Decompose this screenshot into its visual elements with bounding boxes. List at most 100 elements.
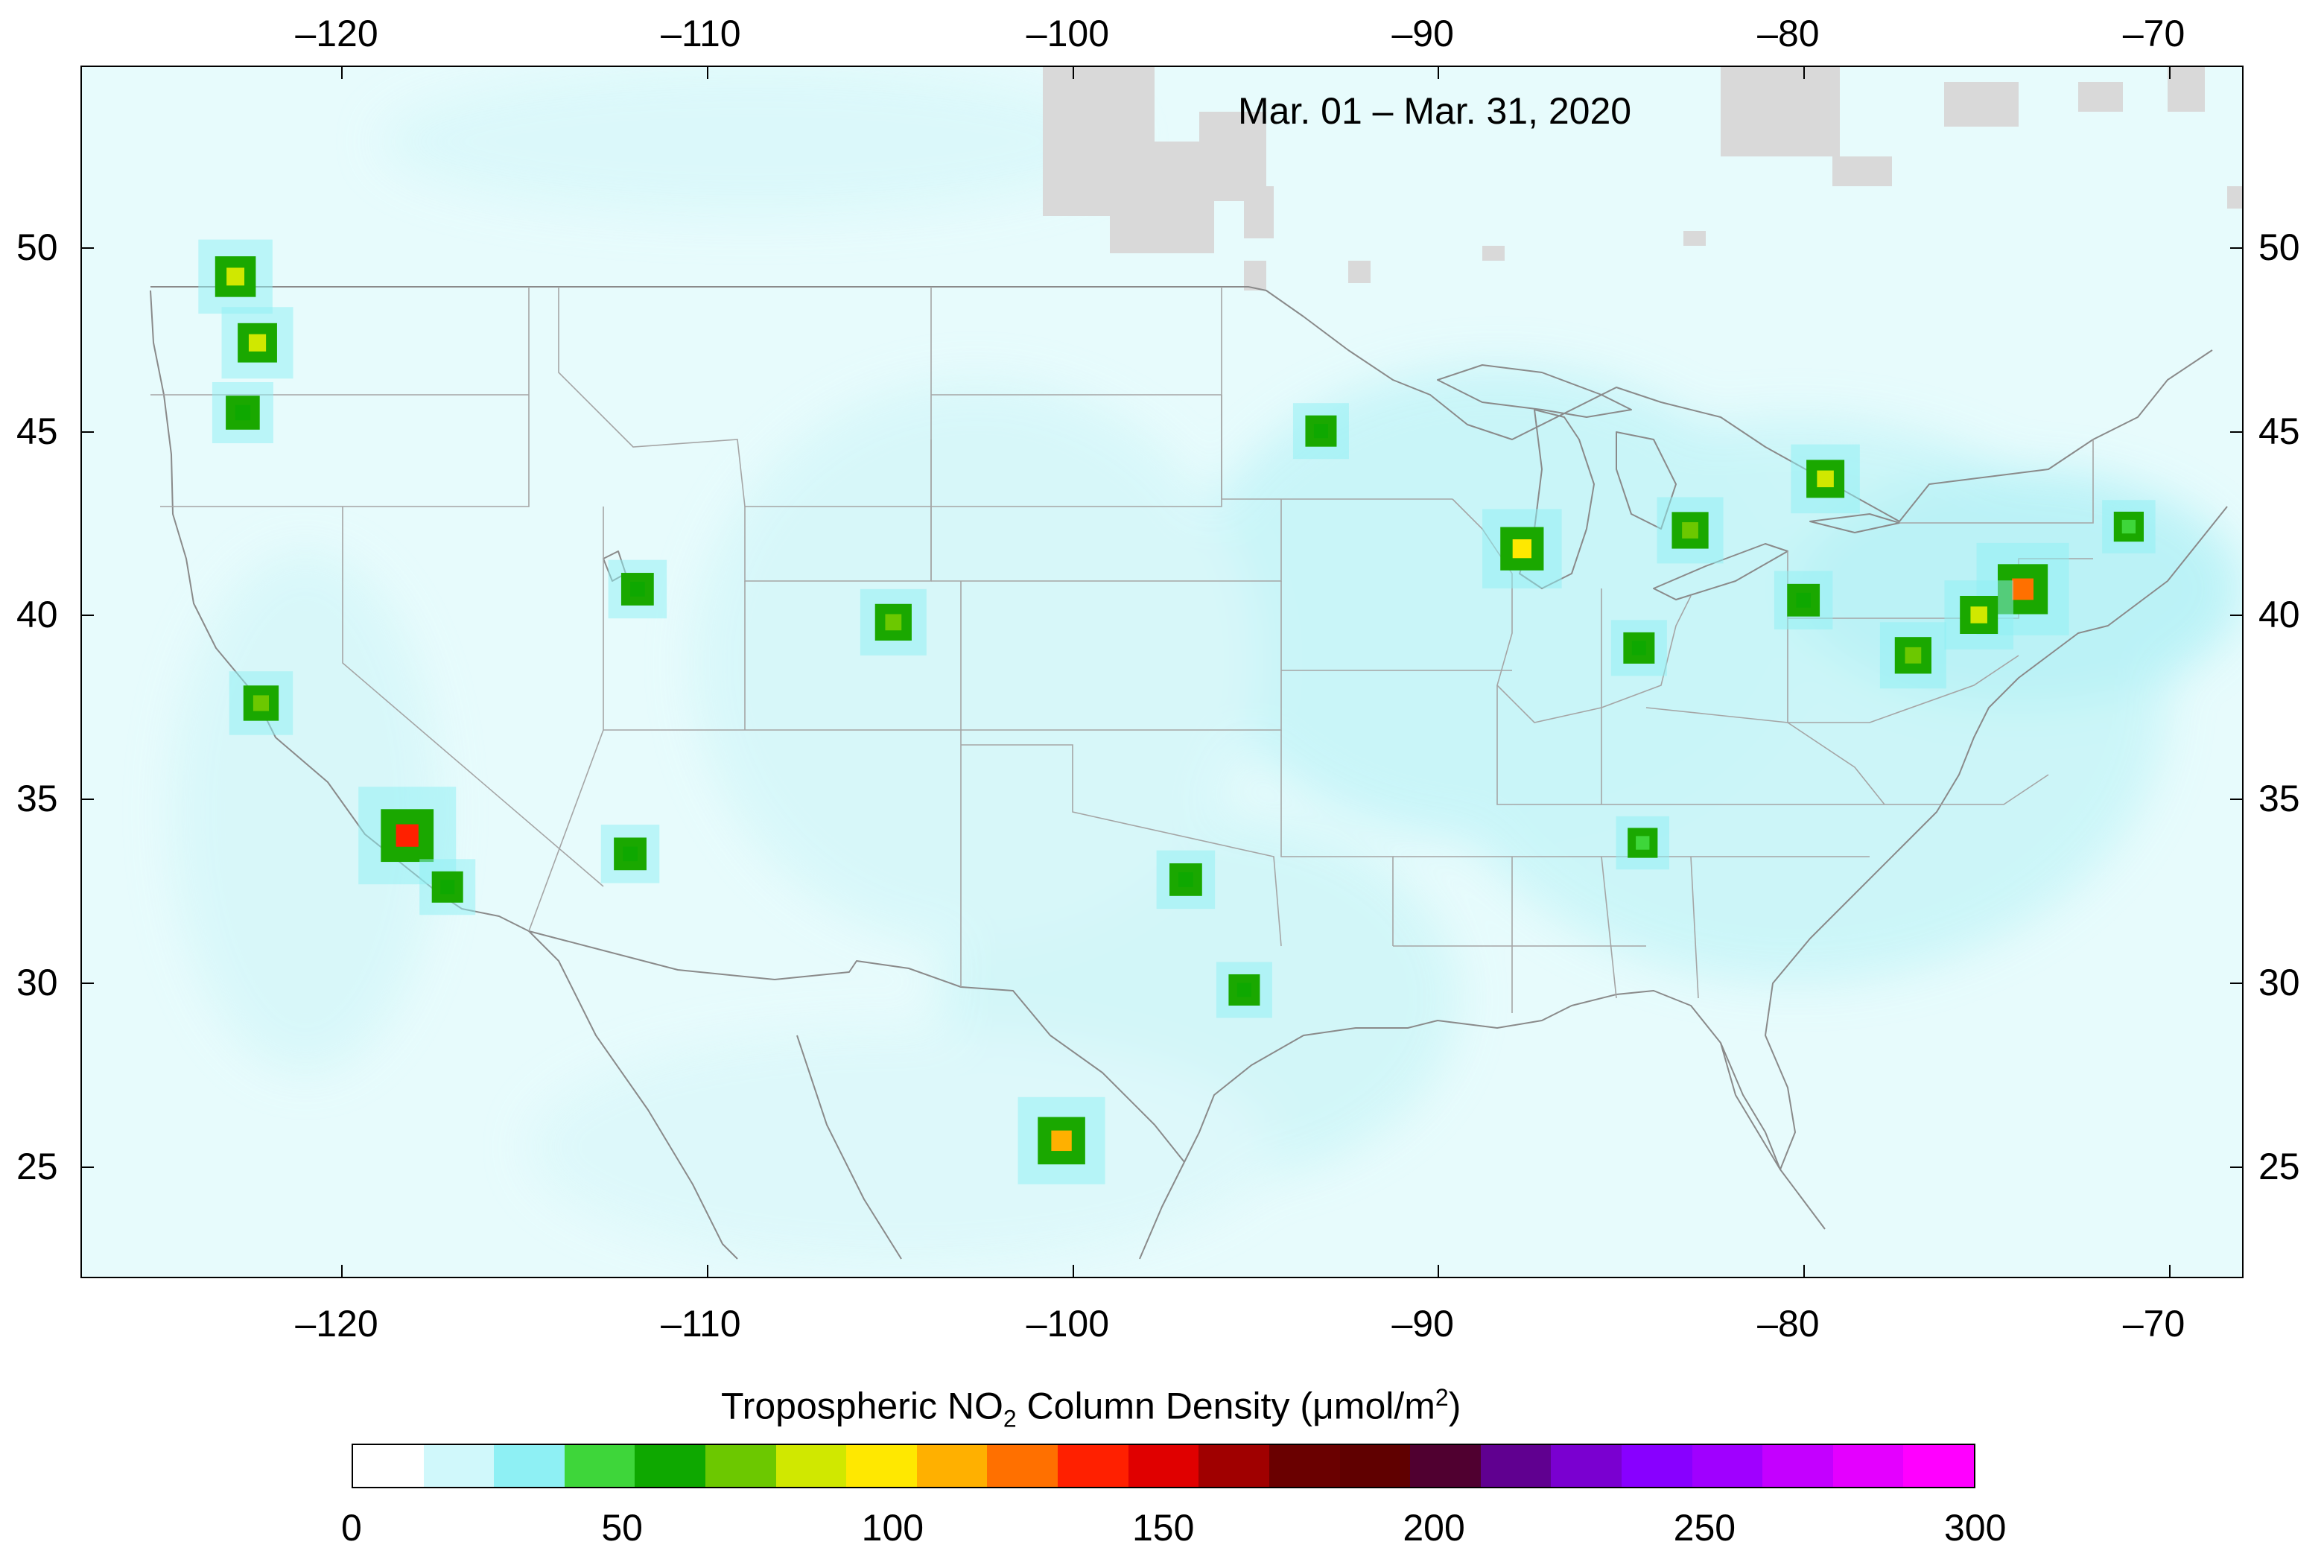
colorbar-segment — [1692, 1445, 1763, 1487]
lat-tick-mark-left — [80, 431, 94, 433]
colorbar-segment — [1551, 1445, 1622, 1487]
hotspot-vancouver — [198, 239, 273, 314]
lat-tick-label-right: 35 — [2258, 778, 2300, 820]
gulf-coast — [1184, 990, 1781, 1170]
hotspot-denver — [860, 588, 927, 656]
missing-data-patch — [2078, 82, 2123, 112]
lon-tick-mark-top — [1072, 66, 1074, 79]
period-label: Mar. 01 – Mar. 31, 2020 — [1238, 90, 1632, 132]
lat-tick-mark-right — [2230, 247, 2244, 249]
lon-tick-label-bottom: –80 — [1757, 1303, 1820, 1345]
lake-superior — [1437, 364, 1632, 418]
lat-tick-label-left: 45 — [16, 410, 58, 452]
lat-tick-mark-left — [80, 983, 94, 985]
missing-data-patch — [1348, 261, 1371, 283]
hotspot-pittsburgh — [1774, 571, 1833, 629]
colorbar-segment — [1058, 1445, 1128, 1487]
missing-data-patch — [1721, 67, 1840, 156]
state-line — [1645, 707, 1885, 805]
hotspot-houston — [1216, 962, 1272, 1018]
missing-data-patch — [1110, 142, 1214, 253]
lat-tick-mark-left — [80, 247, 94, 249]
hotspot-salt-lake-city — [608, 559, 667, 619]
lat-tick-mark-right — [2230, 615, 2244, 617]
hotspot-core — [630, 582, 645, 597]
lat-tick-label-right: 40 — [2258, 594, 2300, 636]
us-canada-border — [150, 286, 2213, 522]
colorbar-title-mid: Column Density (μmol/m — [1016, 1385, 1435, 1427]
state-line — [961, 744, 1282, 947]
lon-tick-label-bottom: –100 — [1026, 1303, 1109, 1345]
colorbar-title-sup: 2 — [1435, 1384, 1449, 1411]
hotspot-core — [248, 334, 267, 352]
hotspot-core — [396, 824, 419, 847]
hotspot-core — [2121, 519, 2136, 534]
lon-tick-mark-top — [341, 66, 343, 79]
hotspot-atlanta — [1616, 816, 1670, 870]
hotspot-core — [623, 846, 638, 862]
colorbar-segment — [987, 1445, 1058, 1487]
colorbar-segment — [1903, 1445, 1975, 1487]
lat-tick-mark-right — [2230, 983, 2244, 985]
hotspot-core — [1051, 1130, 1072, 1152]
lon-tick-mark-bottom — [707, 1265, 709, 1278]
missing-data-patch — [1482, 246, 1505, 261]
lat-tick-label-right: 45 — [2258, 410, 2300, 452]
lon-tick-mark-bottom — [341, 1265, 343, 1278]
hotspot-phoenix — [600, 825, 660, 883]
lat-tick-label-right: 25 — [2258, 1145, 2300, 1187]
lon-tick-mark-top — [1803, 66, 1806, 79]
lon-tick-mark-top — [707, 66, 709, 79]
lon-tick-mark-bottom — [1803, 1265, 1806, 1278]
lon-tick-label-bottom: –110 — [661, 1303, 741, 1345]
missing-data-patch — [1944, 82, 2019, 127]
colorbar-tick-label: 200 — [1403, 1507, 1465, 1549]
hotspot-core — [1631, 641, 1646, 656]
haze-canada — [380, 67, 1125, 216]
hotspot-core — [235, 404, 251, 421]
hotspot-core — [440, 880, 455, 895]
missing-data-patch — [1832, 156, 1892, 186]
lat-tick-mark-left — [80, 615, 94, 617]
colorbar-tick-label: 150 — [1132, 1507, 1195, 1549]
hotspot-dallas — [1156, 850, 1216, 910]
colorbar-segment — [1198, 1445, 1269, 1487]
colorbar-segment — [1410, 1445, 1481, 1487]
hotspot-chicago — [1482, 509, 1562, 588]
lat-tick-label-left: 25 — [16, 1145, 58, 1187]
state-boundaries-layer — [150, 287, 2094, 1013]
hotspot-washington — [1879, 622, 1946, 689]
hotspot-cincinnati — [1610, 620, 1667, 676]
state-line — [1899, 439, 2094, 524]
missing-data-patch — [1244, 261, 1266, 291]
colorbar-title-sub: 2 — [1003, 1405, 1017, 1432]
hotspot-core — [2012, 578, 2034, 600]
colorbar-tick-label: 0 — [341, 1507, 362, 1549]
lat-tick-label-left: 35 — [16, 778, 58, 820]
colorbar-tick-label: 300 — [1944, 1507, 2007, 1549]
hotspot-core — [226, 267, 245, 286]
colorbar-title-prefix: Tropospheric NO — [721, 1385, 1003, 1427]
missing-data-layer — [1043, 67, 2242, 291]
hotspot-detroit — [1657, 497, 1724, 564]
hotspot-boston — [2102, 500, 2156, 553]
hotspot-core — [1236, 983, 1251, 997]
lat-tick-mark-left — [80, 1166, 94, 1168]
haze-plains — [693, 380, 1259, 946]
state-line — [1690, 856, 1699, 999]
lon-tick-mark-top — [1438, 66, 1440, 79]
hotspot-core — [1178, 872, 1193, 887]
state-line — [1280, 730, 1394, 946]
lon-tick-label-top: –120 — [295, 13, 378, 54]
hotspot-core — [1796, 592, 1812, 608]
hotspot-core — [1313, 424, 1328, 439]
lon-tick-mark-top — [2168, 66, 2171, 79]
colorbar-segment — [775, 1445, 847, 1487]
colorbar-segment — [1832, 1445, 1904, 1487]
hotspot-core — [1682, 522, 1698, 539]
no2-hotspots-layer — [198, 239, 2156, 1184]
hotspot-core — [1817, 470, 1834, 488]
hotspot-toronto — [1791, 444, 1860, 514]
lon-tick-label-top: –90 — [1391, 13, 1454, 54]
colorbar-segment — [705, 1445, 776, 1487]
